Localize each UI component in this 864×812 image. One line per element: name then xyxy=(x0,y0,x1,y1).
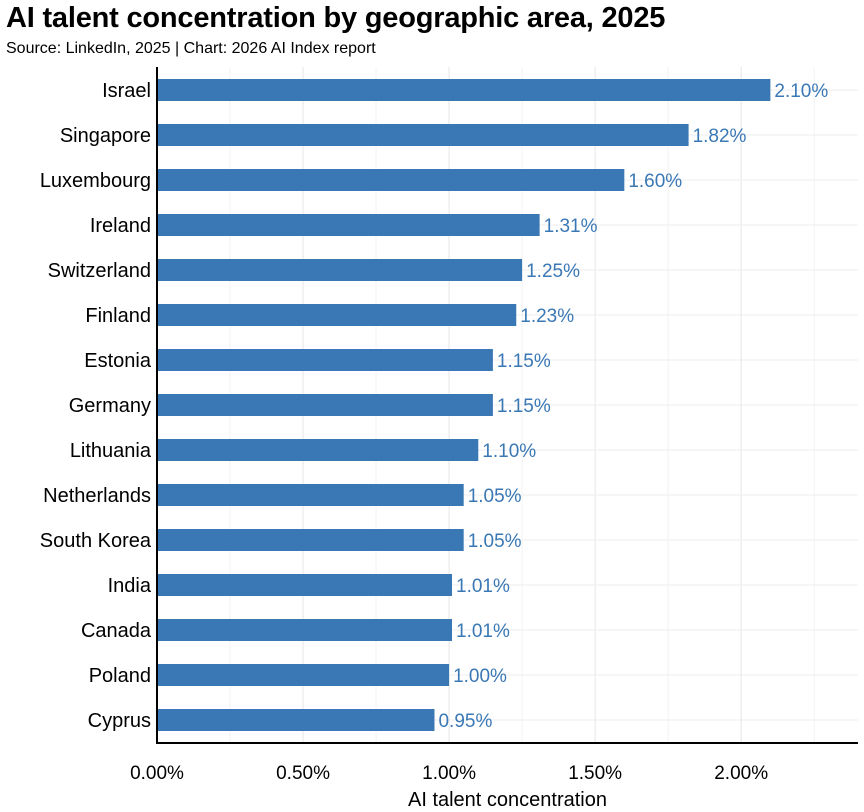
bar-11 xyxy=(157,574,453,596)
category-label-4: Switzerland xyxy=(48,260,151,282)
category-label-12: Canada xyxy=(81,620,152,642)
bar-9 xyxy=(157,484,464,506)
bar-0 xyxy=(157,79,771,101)
value-label-1: 1.82% xyxy=(693,126,747,147)
bar-4 xyxy=(157,259,523,281)
category-label-1: Singapore xyxy=(60,125,151,147)
chart-subtitle: Source: LinkedIn, 2025 | Chart: 2026 AI … xyxy=(6,40,376,57)
bar-2 xyxy=(157,169,625,191)
value-label-13: 1.00% xyxy=(453,666,507,687)
category-label-6: Estonia xyxy=(84,350,152,372)
value-label-10: 1.05% xyxy=(468,531,522,552)
value-label-11: 1.01% xyxy=(456,576,510,597)
category-label-5: Finland xyxy=(85,305,151,327)
x-tick-label-1: 0.50% xyxy=(276,763,330,784)
category-label-14: Cyprus xyxy=(88,710,151,732)
bar-8 xyxy=(157,439,479,461)
bar-14 xyxy=(157,709,435,731)
value-label-2: 1.60% xyxy=(628,171,682,192)
value-label-5: 1.23% xyxy=(520,306,574,327)
category-label-3: Ireland xyxy=(90,215,151,237)
chart-title: AI talent concentration by geographic ar… xyxy=(6,2,666,34)
value-label-9: 1.05% xyxy=(468,486,522,507)
x-axis-title: AI talent concentration xyxy=(408,789,607,811)
value-label-8: 1.10% xyxy=(482,441,536,462)
bar-10 xyxy=(157,529,464,551)
category-label-11: India xyxy=(108,575,152,597)
bar-1 xyxy=(157,124,689,146)
x-tick-label-2: 1.00% xyxy=(422,763,476,784)
category-label-13: Poland xyxy=(89,665,151,687)
bar-6 xyxy=(157,349,493,371)
value-label-3: 1.31% xyxy=(544,216,598,237)
bars xyxy=(157,79,771,731)
category-label-10: South Korea xyxy=(40,530,152,552)
value-label-0: 2.10% xyxy=(774,81,828,102)
category-label-7: Germany xyxy=(69,395,151,417)
value-labels: 2.10% 1.82% 1.60% 1.31% 1.25% 1.23% 1.15% 1.15%… xyxy=(438,81,828,732)
category-label-9: Netherlands xyxy=(43,485,151,507)
category-labels: Israel Singapore Luxembourg Ireland Switzerl… xyxy=(40,80,152,732)
value-label-4: 1.25% xyxy=(526,261,580,282)
x-tick-label-3: 1.50% xyxy=(568,763,622,784)
bar-13 xyxy=(157,664,450,686)
category-label-0: Israel xyxy=(102,80,151,102)
category-label-2: Luxembourg xyxy=(40,170,151,192)
value-label-12: 1.01% xyxy=(456,621,510,642)
value-label-14: 0.95% xyxy=(438,711,492,732)
bar-3 xyxy=(157,214,540,236)
bar-12 xyxy=(157,619,453,641)
bar-5 xyxy=(157,304,517,326)
x-tick-label-0: 0.00% xyxy=(130,763,184,784)
x-tick-label-4: 2.00% xyxy=(714,763,768,784)
value-label-7: 1.15% xyxy=(497,396,551,417)
category-label-8: Lithuania xyxy=(70,440,152,462)
value-label-6: 1.15% xyxy=(497,351,551,372)
bar-7 xyxy=(157,394,493,416)
x-tick-labels: 0.00% 0.50% 1.00% 1.50% 2.00% xyxy=(130,763,768,784)
